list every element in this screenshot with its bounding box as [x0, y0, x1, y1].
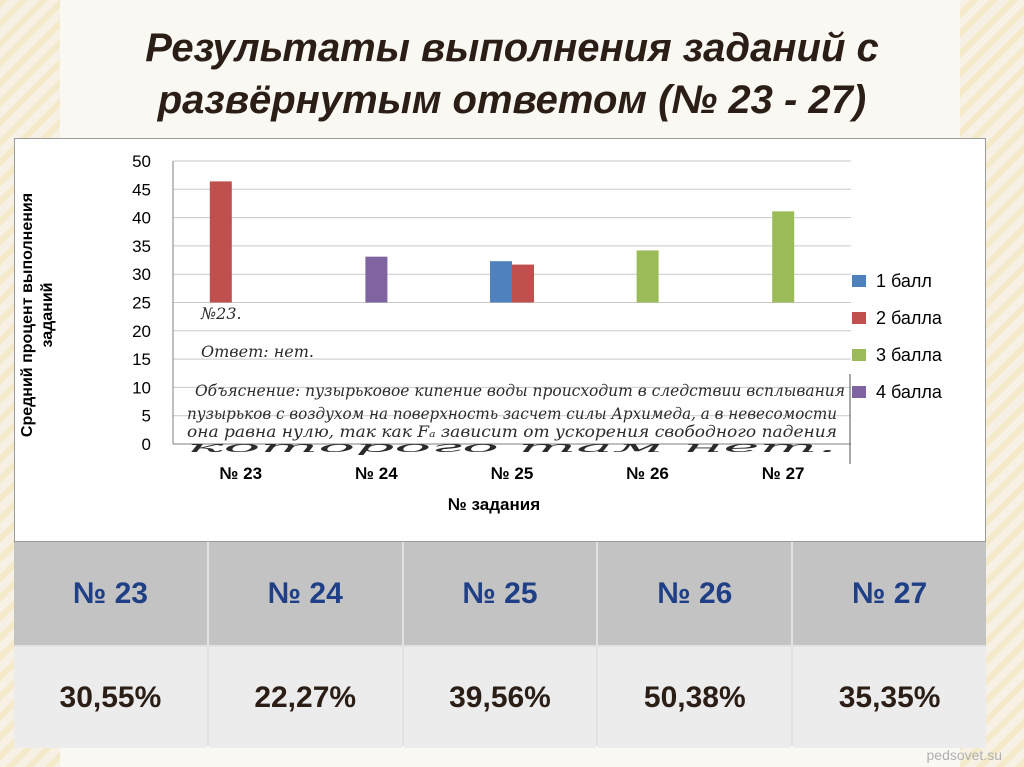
x-tick-label: № 24	[355, 464, 398, 483]
x-axis-title: № задания	[448, 495, 540, 514]
y-tick-label: 10	[132, 378, 151, 397]
table-value-cell: 22,27%	[208, 647, 402, 748]
table-header-cell: № 23	[14, 542, 207, 645]
footer-watermark: pedsovet.su	[926, 747, 1003, 763]
y-tick-label: 25	[132, 294, 151, 313]
legend-swatch	[852, 386, 866, 398]
y-tick-label: 20	[132, 322, 151, 341]
y-tick-label: 50	[132, 152, 151, 171]
table-value-cell: 30,55%	[14, 647, 207, 748]
y-tick-label: 5	[142, 407, 151, 426]
bar	[512, 264, 534, 303]
table-value-cell: 35,35%	[793, 647, 986, 748]
bar-chart: 0 5 10 15 20 25 30 35 40 45 50 № 23 № 24 № 25 № 26 № 27…	[132, 152, 943, 514]
table-header-cell: № 26	[598, 542, 792, 645]
legend-label: 1 балл	[876, 271, 932, 291]
bar	[365, 256, 388, 303]
handwritten-line: Ответ: нет.	[201, 342, 314, 361]
slide-title: Результаты выполнения заданий с развёрну…	[145, 26, 879, 122]
y-tick-label: 35	[132, 237, 151, 256]
handwritten-line: которого там нет.	[187, 438, 837, 456]
handwritten-line: Объяснение: пузырьковое кипение воды про…	[195, 381, 845, 400]
y-axis-title: Средний процент выполнения заданий	[19, 192, 56, 438]
table-header-cell: № 27	[793, 542, 986, 645]
handwritten-line: пузырьков с воздухом на поверхность засч…	[187, 404, 837, 423]
table-value-cell: 50,38%	[598, 647, 792, 748]
chart-panel: 0 5 10 15 20 25 30 35 40 45 50 № 23 № 24 № 25 № 26 № 27…	[14, 138, 986, 542]
y-tick-label: 45	[132, 180, 151, 199]
y-tick-label: 15	[132, 350, 151, 369]
bar	[636, 250, 659, 303]
handwritten-line: она равна нулю, так как Fₐ зависит от ус…	[187, 422, 837, 441]
table-header-cell: № 24	[208, 542, 402, 645]
legend-swatch	[852, 349, 866, 361]
legend-swatch	[852, 312, 866, 324]
legend-label: 3 балла	[876, 345, 943, 365]
x-tick-label: № 27	[762, 464, 805, 483]
x-tick-label: № 23	[220, 464, 263, 483]
legend-label: 2 балла	[876, 308, 943, 328]
table-value-cell: 39,56%	[403, 647, 597, 748]
y-tick-label: 30	[132, 265, 151, 284]
y-tick-label: 40	[132, 209, 151, 228]
table-header-cell: № 25	[403, 542, 597, 645]
y-tick-label: 0	[142, 435, 151, 454]
x-tick-label: № 25	[491, 464, 534, 483]
bar	[490, 261, 512, 303]
results-table: № 23 № 24 № 25 № 26 № 27 30,55% 22,27% 3…	[14, 542, 986, 748]
handwritten-line: №23.	[200, 304, 242, 323]
bar	[772, 211, 795, 303]
bar	[209, 181, 232, 303]
legend-swatch	[852, 275, 866, 287]
x-tick-label: № 26	[626, 464, 669, 483]
legend-label: 4 балла	[876, 382, 943, 402]
